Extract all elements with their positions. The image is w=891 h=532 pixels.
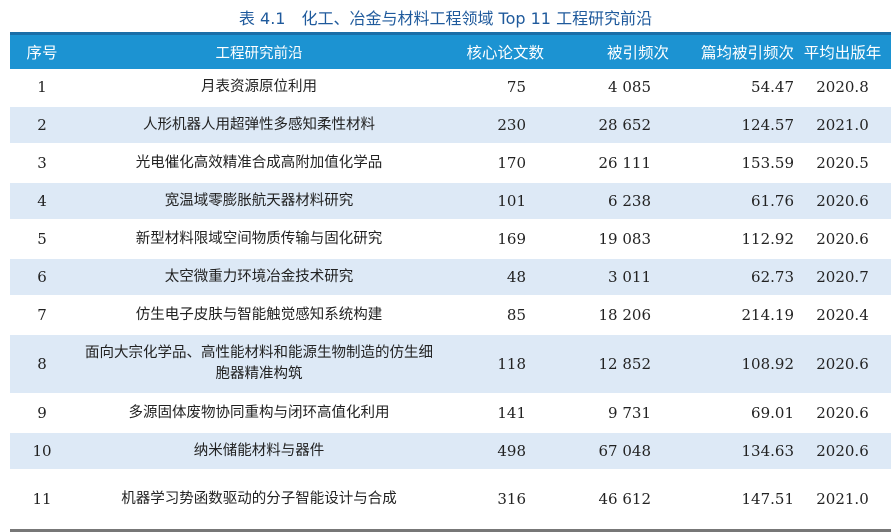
row-topic: 太空微重力环境冶金技术研究	[74, 257, 444, 297]
row-topic: 宽温域零膨胀航天器材料研究	[74, 181, 444, 221]
row-avg-citations: 214.19	[741, 305, 795, 324]
table-row: 6 太空微重力环境冶金技术研究 48 3 011 62.73 2020.7	[10, 257, 891, 297]
row-papers: 169	[497, 229, 526, 248]
table-caption: 表 4.1 化工、冶金与材料工程领域 Top 11 工程研究前沿	[238, 9, 653, 28]
row-avg-citations: 124.57	[669, 105, 794, 145]
row-index: 4	[10, 181, 74, 221]
row-papers: 170	[497, 153, 526, 172]
row-topic: 面向大宗化学品、高性能材料和能源生物制造的仿生细胞器精准构筑	[74, 333, 444, 395]
row-papers: 230	[444, 105, 544, 145]
table-row: 3 光电催化高效精准合成高附加值化学品 170 26 111 153.59 2020.5	[10, 144, 891, 182]
row-papers: 48	[444, 257, 544, 297]
row-avg-year: 2021.0	[794, 470, 891, 532]
header-papers: 核心论文数	[444, 32, 544, 69]
row-citations: 9 731	[608, 403, 651, 422]
row-avg-citations: 54.47	[751, 77, 794, 96]
row-avg-citations: 61.76	[669, 181, 794, 221]
table-row: 5 新型材料限域空间物质传输与固化研究 169 19 083 112.92 2020.6	[10, 220, 891, 258]
row-avg-citations: 134.63	[669, 431, 794, 471]
row-papers: 118	[444, 333, 544, 395]
row-citations: 26 111	[598, 153, 652, 172]
header-index: 序号	[10, 32, 74, 69]
row-topic: 机器学习势函数驱动的分子智能设计与合成	[74, 470, 444, 532]
header-citations: 被引频次	[544, 32, 669, 69]
row-citations: 18 206	[598, 305, 652, 324]
table-row: 2 人形机器人用超弹性多感知柔性材料 230 28 652 124.57 2021.0	[10, 105, 891, 145]
row-papers: 316	[444, 470, 544, 532]
row-topic: 新型材料限域空间物质传输与固化研究	[135, 230, 383, 247]
table-row: 1 月表资源原位利用 75 4 085 54.47 2020.8	[10, 69, 891, 106]
row-avg-year: 2020.6	[794, 431, 891, 471]
row-index: 11	[10, 470, 74, 532]
row-topic: 光电催化高效精准合成高附加值化学品	[135, 154, 383, 171]
row-citations: 19 083	[598, 229, 652, 248]
row-topic: 多源固体废物协同重构与闭环高值化利用	[128, 404, 390, 421]
row-avg-citations: 62.73	[669, 257, 794, 297]
row-avg-citations: 69.01	[751, 403, 794, 422]
table-header: 序号 工程研究前沿 核心论文数 被引频次 篇均被引频次 平均出版年	[10, 32, 891, 69]
table-row: 11 机器学习势函数驱动的分子智能设计与合成 316 46 612 147.51 2021…	[10, 470, 891, 532]
row-index: 3	[37, 153, 47, 172]
row-citations: 67 048	[544, 431, 669, 471]
row-index: 5	[37, 229, 47, 248]
row-avg-year: 2020.8	[816, 77, 869, 96]
row-avg-year: 2020.6	[794, 333, 891, 395]
row-avg-year: 2020.5	[816, 153, 869, 172]
table-row: 9 多源固体废物协同重构与闭环高值化利用 141 9 731 69.01 2020.6	[10, 394, 891, 432]
row-papers: 75	[506, 77, 526, 96]
row-index: 10	[10, 431, 74, 471]
row-papers: 101	[444, 181, 544, 221]
row-citations: 28 652	[544, 105, 669, 145]
row-avg-citations: 153.59	[741, 153, 795, 172]
row-avg-citations: 112.92	[741, 229, 795, 248]
research-fronts-table: 序号 工程研究前沿 核心论文数 被引频次 篇均被引频次 平均出版年 1 月表资源原…	[10, 32, 891, 532]
row-citations: 12 852	[544, 333, 669, 395]
row-avg-citations: 108.92	[669, 333, 794, 395]
row-avg-citations: 147.51	[669, 470, 794, 532]
row-avg-year: 2020.4	[816, 305, 869, 324]
table-row: 7 仿生电子皮肤与智能触觉感知系统构建 85 18 206 214.19 2020.4	[10, 296, 891, 334]
row-index: 7	[37, 305, 47, 324]
row-citations: 4 085	[608, 77, 651, 96]
table-row: 4 宽温域零膨胀航天器材料研究 101 6 238 61.76 2020.6	[10, 181, 891, 221]
header-avg-citations: 篇均被引频次	[669, 32, 794, 69]
table-row: 10 纳米储能材料与器件 498 67 048 134.63 2020.6	[10, 431, 891, 471]
row-avg-year: 2020.6	[794, 181, 891, 221]
row-avg-year: 2020.6	[816, 229, 869, 248]
row-topic: 人形机器人用超弹性多感知柔性材料	[74, 105, 444, 145]
row-papers: 141	[497, 403, 526, 422]
row-index: 9	[37, 403, 47, 422]
row-avg-year: 2020.6	[816, 403, 869, 422]
row-papers: 498	[444, 431, 544, 471]
header-topic: 工程研究前沿	[74, 32, 444, 69]
row-citations: 46 612	[544, 470, 669, 532]
row-index: 8	[10, 333, 74, 395]
row-topic: 月表资源原位利用	[201, 78, 317, 95]
table-row: 8 面向大宗化学品、高性能材料和能源生物制造的仿生细胞器精准构筑 118 12 852…	[10, 333, 891, 395]
row-topic: 纳米储能材料与器件	[74, 431, 444, 471]
row-citations: 3 011	[544, 257, 669, 297]
row-index: 6	[10, 257, 74, 297]
row-citations: 6 238	[544, 181, 669, 221]
row-topic: 仿生电子皮肤与智能触觉感知系统构建	[135, 306, 383, 323]
row-index: 2	[10, 105, 74, 145]
row-papers: 85	[506, 305, 526, 324]
header-avg-year: 平均出版年	[794, 32, 891, 69]
row-avg-year: 2021.0	[794, 105, 891, 145]
row-index: 1	[37, 77, 47, 96]
row-avg-year: 2020.7	[794, 257, 891, 297]
